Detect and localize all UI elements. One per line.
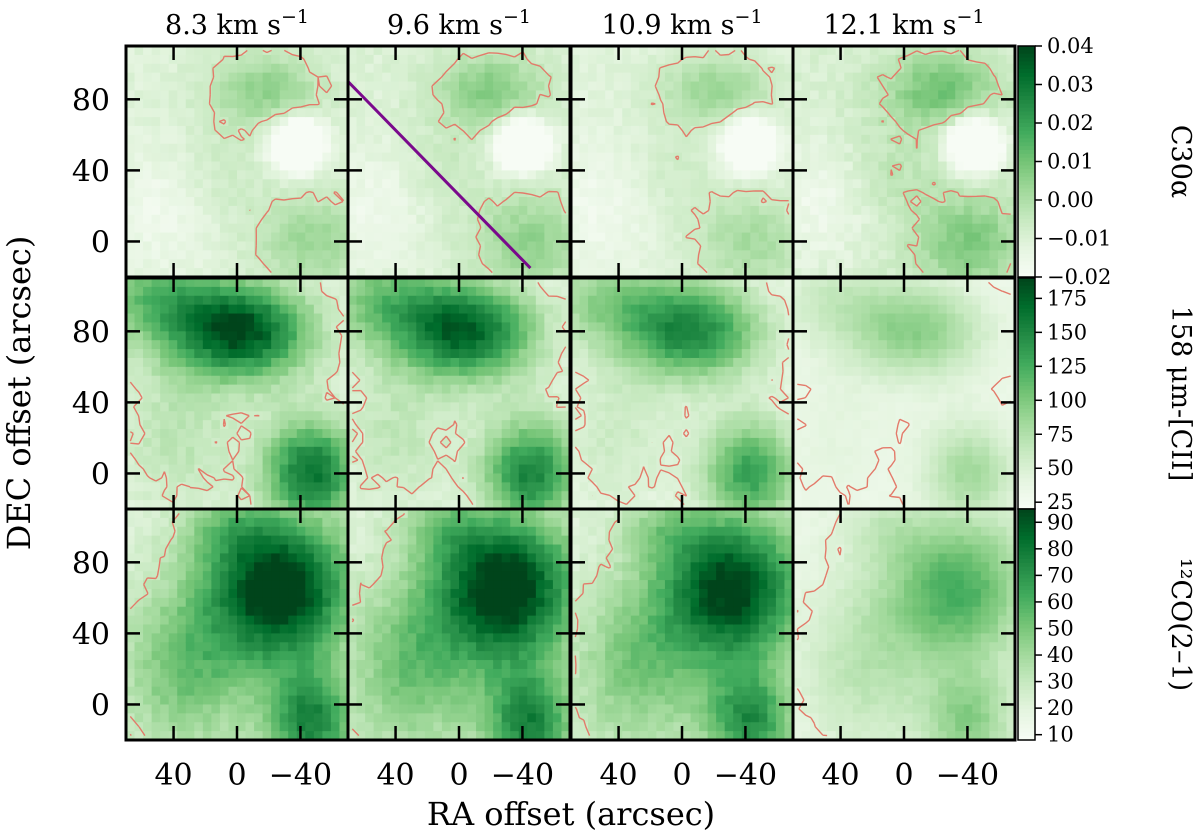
panel-r1-c3 xyxy=(791,276,1017,511)
x-tick-label: 40 xyxy=(154,758,192,793)
y-tick-label: 80 xyxy=(72,83,110,118)
colorbar-tick-label: 50 xyxy=(1047,456,1074,480)
intensity-map xyxy=(793,278,1015,509)
contour xyxy=(574,282,790,506)
velocity-title: 12.1 km s−1 xyxy=(823,6,984,41)
contour xyxy=(574,513,621,736)
intensity-map xyxy=(348,278,570,509)
colorbar-tick-label: 0.04 xyxy=(1047,34,1094,58)
panel-r2-c0 xyxy=(124,507,350,742)
contour xyxy=(129,512,180,736)
intensity-map xyxy=(348,509,570,740)
colorbar-tick-label: 50 xyxy=(1047,616,1074,640)
colorbar-tick-label: 150 xyxy=(1047,320,1087,344)
colorbar-tick-label: 0.02 xyxy=(1047,111,1094,135)
colorbar-label: 158 μm-[CII] xyxy=(1165,306,1196,481)
colorbar-tick-label: 60 xyxy=(1047,590,1074,614)
colorbar-tick-label: 70 xyxy=(1047,563,1074,587)
intensity-map xyxy=(571,278,793,509)
y-tick-label: 0 xyxy=(91,225,110,260)
y-tick-label: 80 xyxy=(72,546,110,581)
contour xyxy=(208,49,345,274)
panel-r2-c1 xyxy=(346,507,572,742)
x-tick-label: −40 xyxy=(714,758,777,793)
colorbar-label: ¹²CO(2–1) xyxy=(1165,558,1196,691)
velocity-title: 8.3 km s−1 xyxy=(165,6,309,41)
panel-r0-c1 xyxy=(346,44,572,279)
colorbar-r0: 0.04 0.03 0.02 0.01 0.00 −0.01 −0.02 C30α xyxy=(1017,34,1196,289)
colorbar-tick-label: 20 xyxy=(1047,696,1074,720)
intensity-map xyxy=(793,46,1015,277)
y-tick-label: 80 xyxy=(72,315,110,350)
intensity-map xyxy=(793,509,1015,740)
y-tick-label: 0 xyxy=(91,688,110,723)
x-tick-label: −40 xyxy=(936,758,999,793)
panel-r2-c3 xyxy=(791,507,1017,742)
intensity-map xyxy=(348,46,570,277)
y-tick-label: 40 xyxy=(72,386,110,421)
colorbar-tick-label: −0.02 xyxy=(1047,265,1111,289)
panel-r1-c0 xyxy=(124,276,350,511)
panel-r0-c3 xyxy=(791,44,1017,279)
intensity-map xyxy=(571,46,793,277)
intensity-map xyxy=(126,278,348,509)
colorbar-tick-label: 125 xyxy=(1047,354,1087,378)
cut-line xyxy=(348,80,532,270)
contour xyxy=(431,51,567,274)
colorbar-label: C30α xyxy=(1165,125,1196,198)
colorbar-tick-label: 25 xyxy=(1047,490,1074,514)
colorbar-tick-label: 30 xyxy=(1047,670,1074,694)
contour xyxy=(796,281,1012,505)
colorbar-r1: 175 150 125 100 75 50 25 158 μm-[CII] xyxy=(1017,277,1196,514)
colorbar-tick-label: 40 xyxy=(1047,643,1074,667)
y-tick-label: 0 xyxy=(91,457,110,492)
panel-r0-c2 xyxy=(569,44,795,279)
y-tick-label: 40 xyxy=(72,154,110,189)
colorbar-tick-label: 0.00 xyxy=(1047,188,1094,212)
contour xyxy=(650,49,790,274)
intensity-map xyxy=(126,509,348,740)
panel-r2-c2 xyxy=(569,507,795,742)
x-tick-label: 0 xyxy=(672,758,691,793)
intensity-map xyxy=(126,46,348,277)
x-tick-label: 0 xyxy=(227,758,246,793)
x-tick-label: 40 xyxy=(376,758,414,793)
colorbar-tick-label: 0.01 xyxy=(1047,150,1094,174)
panel-r1-c1 xyxy=(346,276,572,511)
velocity-title: 10.9 km s−1 xyxy=(601,6,762,41)
colorbar-tick-label: 100 xyxy=(1047,388,1087,412)
x-tick-label: −40 xyxy=(269,758,332,793)
panel-r0-c0 xyxy=(124,44,350,279)
velocity-title: 9.6 km s−1 xyxy=(387,6,531,41)
contour xyxy=(351,282,567,505)
colorbar-tick-label: 80 xyxy=(1047,537,1074,561)
colorbar-tick-label: 90 xyxy=(1047,510,1074,534)
colorbar-tick-label: 0.03 xyxy=(1047,73,1094,97)
intensity-map xyxy=(571,509,793,740)
x-tick-label: 0 xyxy=(894,758,913,793)
x-tick-label: −40 xyxy=(491,758,554,793)
y-axis-label: DEC offset (arcsec) xyxy=(0,236,38,551)
colorbar-tick-label: 75 xyxy=(1047,422,1074,446)
panel-r1-c2 xyxy=(569,276,795,511)
contour xyxy=(796,512,842,737)
x-tick-label: 0 xyxy=(449,758,468,793)
x-tick-label: 40 xyxy=(821,758,859,793)
x-axis-label: RA offset (arcsec) xyxy=(427,795,715,833)
x-tick-label: 40 xyxy=(599,758,637,793)
colorbar-tick-label: 175 xyxy=(1047,286,1087,310)
colorbar-tick-label: −0.01 xyxy=(1047,227,1111,251)
colorbar-tick-label: 10 xyxy=(1047,723,1074,747)
y-tick-label: 40 xyxy=(72,617,110,652)
contour xyxy=(129,282,345,505)
